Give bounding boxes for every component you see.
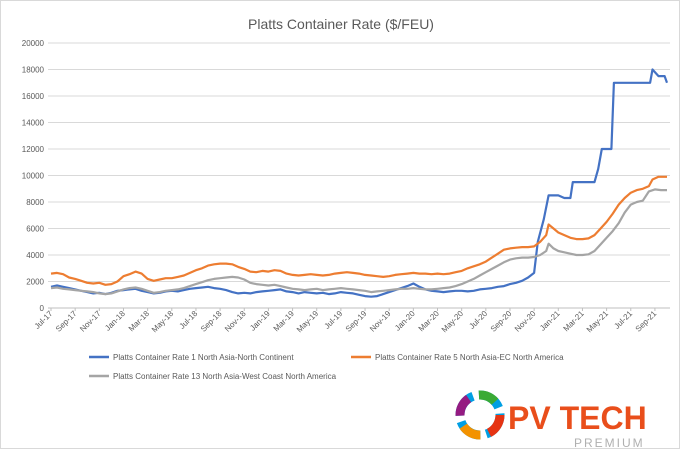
series-line-3: [50, 188, 667, 296]
legend: Platts Container Rate 1 North Asia-North…: [89, 353, 564, 381]
logo-ring-orange-icon: [455, 390, 505, 440]
logo-ring-purple-icon: [455, 390, 505, 440]
x-tick-label: Mar-19: [272, 309, 297, 334]
y-tick-label: 14000: [22, 119, 45, 128]
x-tick-label: Jan-21: [538, 309, 562, 333]
x-tick-label: May-21: [585, 309, 611, 335]
y-tick-label: 10000: [22, 172, 45, 181]
gridlines: [48, 42, 670, 282]
chart-title: Platts Container Rate ($/FEU): [248, 16, 434, 32]
legend-label: Platts Container Rate 13 North Asia-West…: [113, 372, 337, 381]
series-line-1: [50, 68, 669, 298]
logo-brand: PV TECH: [508, 400, 647, 436]
x-tick-label: Nov-18: [223, 309, 248, 334]
x-tick-label: Mar-18: [127, 309, 152, 334]
y-axis-ticks: 0 2000 4000 6000 8000 10000 12000 14000 16000 180…: [22, 39, 45, 313]
pvtech-logo: PV TECH PREMIUM: [455, 390, 647, 450]
x-tick-label: Jul-19: [323, 309, 345, 331]
y-tick-label: 2000: [26, 278, 44, 287]
x-tick-label: Jan-19: [248, 309, 272, 333]
y-tick-label: 12000: [22, 145, 45, 154]
x-tick-label: May-18: [150, 309, 176, 335]
x-tick-label: Sep-21: [634, 309, 659, 334]
x-tick-label: Nov-20: [513, 309, 538, 334]
x-tick-label: Jul-20: [467, 309, 489, 331]
x-tick-label: Nov-17: [78, 309, 103, 334]
x-tick-label: Sep-19: [344, 309, 369, 334]
y-tick-label: 20000: [22, 39, 45, 48]
logo-ring-red-icon: [455, 390, 505, 440]
y-tick-label: 6000: [26, 225, 44, 234]
x-tick-label: Mar-20: [417, 309, 442, 334]
x-tick-label: May-19: [295, 309, 321, 335]
x-tick-label: Jul-18: [178, 309, 200, 331]
logo-ring-green-icon: [455, 390, 505, 440]
legend-label: Platts Container Rate 5 North Asia-EC No…: [375, 353, 564, 362]
y-tick-label: 16000: [22, 92, 45, 101]
x-tick-label: Mar-21: [562, 309, 587, 334]
x-tick-label: Jan-18: [103, 309, 127, 333]
legend-label: Platts Container Rate 1 North Asia-North…: [113, 353, 294, 362]
x-tick-label: Sep-20: [489, 309, 514, 334]
y-tick-label: 18000: [22, 66, 45, 75]
logo-tagline: PREMIUM: [574, 436, 645, 450]
x-tick-label: May-20: [440, 309, 466, 335]
y-tick-label: 4000: [26, 251, 44, 260]
y-tick-label: 0: [40, 304, 45, 313]
x-tick-label: Sep-17: [54, 309, 79, 334]
x-tick-label: Jul-21: [612, 309, 634, 331]
x-tick-label: Nov-19: [368, 309, 393, 334]
x-tick-label: Jan-20: [393, 309, 417, 333]
x-tick-label: Sep-18: [199, 309, 224, 334]
series-lines: [50, 68, 669, 298]
series-line-2: [50, 175, 667, 286]
y-tick-label: 8000: [26, 198, 44, 207]
